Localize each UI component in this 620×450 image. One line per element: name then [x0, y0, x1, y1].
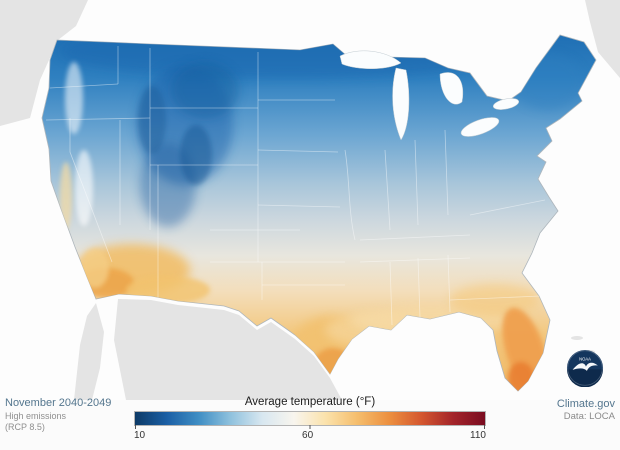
source-site: Climate.gov: [556, 398, 615, 410]
noaa-seagull-icon: [572, 362, 598, 371]
noaa-logo-label: NOAA: [579, 356, 591, 361]
legend-tick-mark: [135, 425, 136, 429]
period-label: November 2040-2049: [5, 397, 112, 409]
legend-tick-min: 10: [134, 430, 146, 441]
scenario-line1: High emissions: [5, 410, 67, 421]
legend-title: Average temperature (°F): [244, 396, 376, 408]
noaa-logo-sea: [567, 369, 603, 387]
meta-right: Climate.gov Data: LOCA: [557, 397, 615, 424]
neighboring-land: [0, 0, 620, 400]
state-borders: [45, 46, 546, 326]
legend-tick-mark: [309, 425, 311, 429]
temperature-legend: Average temperature (°F) 10 60 110: [134, 396, 486, 441]
us-temperature-map: [0, 0, 620, 400]
legend-tick-max: 110: [470, 430, 486, 441]
legend-gradient-bar: [134, 411, 486, 429]
noaa-logo: NOAA: [566, 349, 604, 387]
scenario-line2: (RCP 8.5): [5, 422, 45, 432]
source-data: Data: LOCA: [563, 411, 615, 423]
legend-tick-labels: 10 60 110: [134, 426, 486, 441]
meta-left: November 2040-2049 High emissions (RCP 8…: [5, 397, 111, 433]
legend-tick-mid: 60: [302, 430, 314, 441]
footer: November 2040-2049 High emissions (RCP 8…: [0, 394, 620, 450]
great-lakes: [339, 50, 520, 141]
legend-tick-mark: [484, 425, 485, 429]
